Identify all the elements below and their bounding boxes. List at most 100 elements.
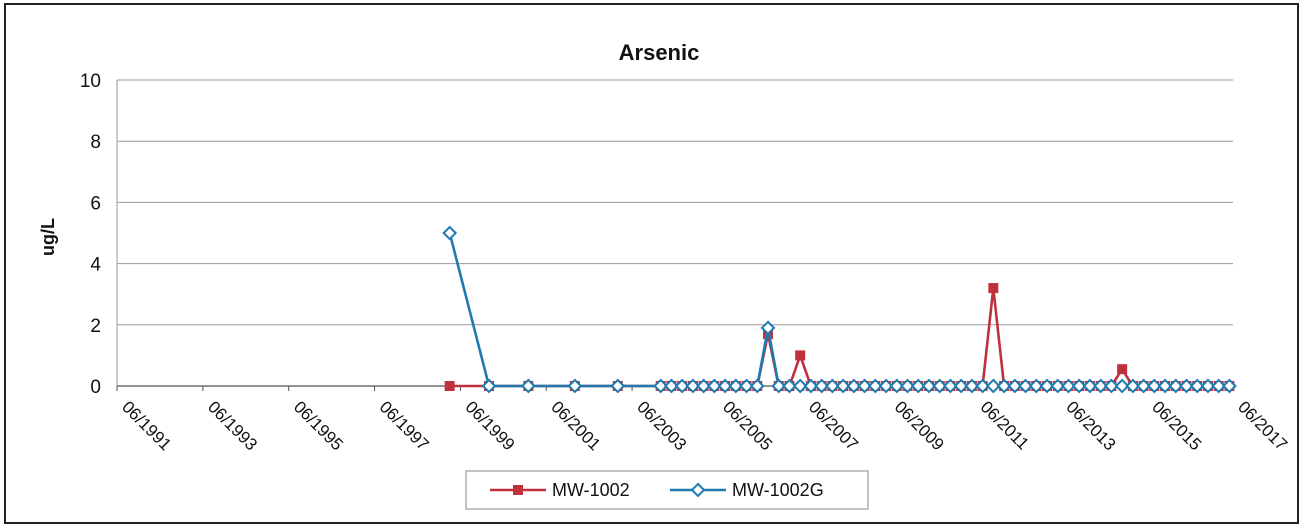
x-tick-label: 06/1999 — [462, 397, 519, 454]
data-point-mw-1002g — [1125, 378, 1141, 394]
data-point-mw-1002g — [653, 378, 669, 394]
data-point-mw-1002g — [706, 378, 722, 394]
legend-label-mw-1002g: MW-1002G — [732, 480, 824, 500]
data-point-mw-1002 — [444, 381, 455, 391]
data-point-mw-1002g — [1061, 378, 1076, 394]
data-point-mw-1002g — [567, 378, 583, 394]
data-point-mw-1002g — [664, 378, 679, 394]
series-line-mw-1002 — [449, 286, 1230, 388]
x-tick-label: 06/2007 — [805, 397, 862, 454]
data-point-mw-1002g — [685, 378, 701, 394]
data-point-mw-1002g — [1028, 378, 1044, 394]
data-point-mw-1002g — [520, 378, 536, 394]
data-point-mw-1002g — [717, 378, 733, 394]
data-point-mw-1002g — [996, 378, 1012, 394]
data-point-mw-1002g — [1071, 378, 1087, 394]
data-point-mw-1002g — [760, 320, 776, 336]
data-point-mw-1002g — [932, 378, 948, 394]
legend-marker-mw-1002g — [690, 482, 706, 498]
y-tick-label-2: 2 — [90, 316, 101, 337]
data-point-mw-1002 — [1117, 364, 1128, 375]
data-point-mw-1002g — [728, 378, 744, 394]
x-tick-label: 06/2005 — [719, 397, 776, 454]
data-point-mw-1002g — [857, 378, 872, 394]
series-line-mw-1002g — [448, 232, 1230, 388]
data-point-mw-1002 — [988, 283, 999, 294]
data-point-mw-1002g — [1189, 378, 1205, 394]
x-tick-label: 06/2011 — [977, 397, 1033, 453]
data-point-mw-1002g — [610, 378, 626, 394]
data-point-mw-1002 — [795, 350, 806, 361]
grid-lines — [117, 79, 1233, 326]
data-point-mw-1002g — [1114, 378, 1130, 394]
data-point-mw-1002g — [1018, 378, 1033, 394]
y-tick-label-8: 8 — [90, 132, 101, 153]
data-point-mw-1002g — [921, 378, 937, 394]
data-point-mw-1002g — [696, 378, 712, 394]
x-tick-label: 06/1997 — [376, 397, 433, 454]
data-point-mw-1002g — [835, 378, 851, 394]
x-tick-label: 06/2017 — [1234, 397, 1291, 454]
data-point-mw-1002g — [442, 225, 458, 241]
data-point-mw-1002g — [975, 378, 991, 394]
data-point-mw-1002g — [1168, 378, 1184, 394]
data-point-mw-1002g — [1039, 378, 1055, 394]
y-axis-label: ug/L — [38, 218, 58, 256]
x-tick-label: 06/2013 — [1062, 397, 1119, 454]
data-point-mw-1002g — [1050, 378, 1066, 394]
y-tick-label-6: 6 — [90, 193, 101, 214]
legend-box — [465, 470, 869, 510]
data-point-mw-1002g — [889, 378, 905, 394]
x-tick-label: 06/2003 — [633, 397, 690, 454]
data-point-mw-1002g — [943, 378, 958, 394]
x-tick-label: 06/2009 — [891, 397, 948, 454]
data-point-mw-1002g — [749, 378, 765, 394]
data-point-mw-1002g — [1157, 378, 1173, 394]
data-point-mw-1002g — [1146, 378, 1162, 394]
chart-title: Arsenic — [619, 40, 700, 65]
x-tick-label: 06/2015 — [1148, 397, 1205, 454]
data-point-mw-1002g — [792, 378, 808, 394]
data-point-mw-1002g — [964, 378, 980, 394]
x-tick-labels: 06/1991 06/1993 06/1995 06/1997 06/1999 06/20… — [118, 397, 1291, 454]
data-point-mw-1002g — [771, 378, 787, 394]
data-point-mw-1002g — [1136, 378, 1151, 394]
data-point-mw-1002g — [1082, 378, 1098, 394]
data-point-mw-1002g — [953, 378, 969, 394]
data-point-mw-1002g — [910, 378, 926, 394]
data-point-mw-1002g — [1179, 378, 1194, 394]
y-tick-label-4: 4 — [90, 255, 101, 276]
data-point-mw-1002g — [1222, 378, 1237, 394]
chart-frame: Arsenic ug/L 0 2 4 6 8 10 06/1991 06/1993 06/19… — [4, 3, 1299, 524]
legend-marker-mw-1002 — [513, 485, 523, 495]
data-point-mw-1002g — [985, 378, 1001, 394]
data-point-mw-1002g — [1200, 378, 1216, 394]
data-point-mw-1002g — [878, 378, 894, 394]
data-point-mw-1002g — [782, 378, 797, 394]
data-series — [442, 225, 1237, 394]
data-point-mw-1002g — [674, 378, 690, 394]
axes — [116, 80, 1234, 391]
data-point-mw-1002g — [1093, 378, 1109, 394]
y-tick-label-10: 10 — [80, 71, 101, 92]
data-point-mw-1002g — [1007, 378, 1023, 394]
x-tick-label: 06/1995 — [290, 397, 347, 454]
data-point-mw-1002g — [481, 378, 497, 394]
legend: MW-1002 MW-1002G — [465, 470, 869, 510]
data-point-mw-1002g — [846, 378, 862, 394]
x-tick-label: 06/1993 — [204, 397, 261, 454]
x-tick-label: 06/2001 — [547, 397, 604, 454]
y-tick-labels: 0 2 4 6 8 10 — [80, 71, 102, 398]
data-point-mw-1002g — [803, 378, 819, 394]
data-point-mw-1002g — [739, 378, 754, 394]
data-point-mw-1002g — [1103, 378, 1119, 394]
data-point-mw-1002g — [900, 378, 915, 394]
series-mw-1002 — [444, 283, 1235, 391]
data-point-mw-1002g — [824, 378, 840, 394]
series-mw-1002g — [442, 225, 1237, 394]
x-tick-label: 06/1991 — [118, 397, 175, 454]
data-point-mw-1002g — [1211, 378, 1227, 394]
data-point-mw-1002g — [867, 378, 883, 394]
y-tick-label-0: 0 — [90, 377, 101, 398]
